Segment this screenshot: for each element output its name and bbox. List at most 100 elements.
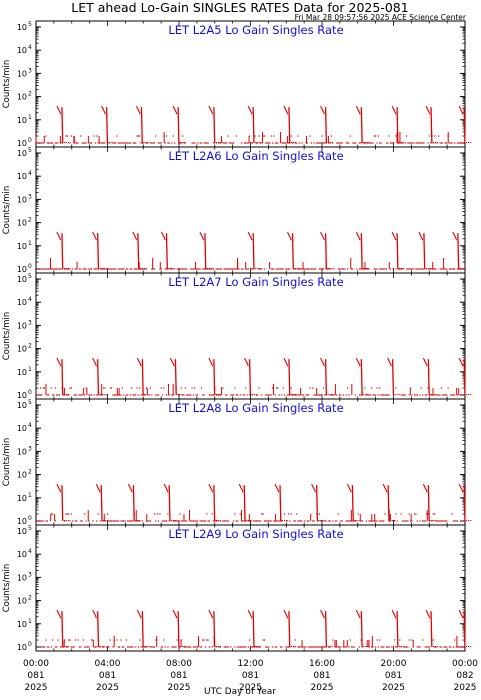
- data-point: [216, 394, 219, 396]
- data-point: [263, 268, 266, 270]
- data-point: [243, 142, 245, 144]
- data-point: [258, 520, 260, 522]
- data-point: [397, 142, 400, 144]
- data-point: [46, 142, 48, 144]
- data-point: [111, 387, 113, 389]
- data-point: [446, 268, 448, 270]
- data-point: [432, 513, 434, 515]
- data-point: [452, 268, 455, 270]
- data-point: [455, 520, 457, 522]
- data-point: [226, 142, 228, 144]
- data-point: [257, 142, 259, 144]
- data-point: [346, 142, 349, 144]
- y-tick-exponent: 1: [28, 240, 32, 247]
- burst-tail: [95, 483, 101, 493]
- data-point: [422, 639, 424, 641]
- data-point: [261, 394, 263, 396]
- data-point: [381, 520, 384, 522]
- burst-spike: [324, 359, 328, 396]
- data-point: [377, 135, 379, 137]
- data-point: [41, 268, 43, 270]
- data-point: [224, 268, 227, 270]
- data-point: [45, 639, 47, 641]
- data-point: [106, 268, 109, 270]
- data-point: [203, 639, 205, 641]
- data-point: [318, 513, 321, 515]
- data-point: [448, 268, 451, 270]
- data-point: [450, 142, 452, 144]
- data-point: [144, 394, 146, 396]
- data-point: [202, 520, 204, 522]
- data-point: [332, 394, 334, 396]
- data-point: [184, 646, 186, 648]
- data-point: [140, 646, 142, 648]
- data-point: [137, 520, 139, 522]
- data-point: [254, 520, 256, 522]
- burst-spike: [387, 485, 390, 522]
- data-point: [135, 394, 137, 396]
- data-point: [194, 268, 196, 270]
- data-point: [458, 268, 460, 270]
- burst-tail: [320, 105, 325, 115]
- data-point: [259, 646, 261, 648]
- burst-tail: [127, 483, 133, 493]
- data-point: [452, 646, 455, 648]
- data-point: [446, 646, 448, 648]
- data-point: [80, 646, 82, 648]
- data-point: [443, 394, 445, 396]
- data-point: [468, 394, 470, 396]
- data-point: [127, 268, 129, 270]
- data-point: [308, 646, 310, 648]
- data-point: [273, 268, 275, 270]
- y-tick-label: 10: [17, 195, 27, 204]
- data-point: [375, 268, 377, 270]
- data-point: [96, 268, 98, 270]
- data-point: [222, 142, 224, 144]
- data-point: [365, 520, 367, 522]
- data-point: [426, 513, 428, 515]
- y-tick-label: 10: [17, 494, 27, 503]
- data-point: [337, 142, 339, 144]
- data-point: [80, 520, 82, 522]
- data-point: [194, 142, 196, 144]
- data-point: [155, 520, 157, 522]
- data-point: [369, 142, 371, 144]
- data-point: [301, 520, 303, 522]
- data-point: [434, 646, 436, 648]
- burst-tail: [287, 231, 292, 241]
- y-tick-label: 10: [17, 116, 27, 125]
- data-point: [128, 142, 130, 144]
- burst-spike: [252, 107, 255, 144]
- data-point: [390, 520, 392, 522]
- data-point: [141, 646, 144, 648]
- data-point: [45, 520, 47, 522]
- data-point: [183, 394, 185, 396]
- data-point: [296, 268, 298, 270]
- data-point: [269, 394, 271, 396]
- data-point: [422, 268, 424, 270]
- data-point: [331, 268, 333, 270]
- data-point: [266, 142, 268, 144]
- data-point: [73, 394, 75, 396]
- data-point: [224, 142, 227, 144]
- data-point: [105, 394, 107, 396]
- data-point: [135, 520, 137, 522]
- data-point: [101, 646, 103, 648]
- data-point: [120, 394, 122, 396]
- data-point: [159, 142, 161, 144]
- data-point: [86, 646, 89, 648]
- data-point: [69, 142, 71, 144]
- data-point: [227, 520, 229, 522]
- data-point: [171, 268, 173, 270]
- data-point: [263, 135, 266, 137]
- burst-spike: [360, 107, 363, 144]
- data-point: [113, 394, 115, 396]
- data-series: [38, 609, 472, 648]
- data-point: [137, 646, 140, 648]
- data-point: [340, 394, 342, 396]
- data-point: [133, 268, 136, 270]
- x-axis: 00:00 081 2025 04:00 081 2025 08:00 081 2025 12:0…: [23, 659, 478, 693]
- data-point: [468, 646, 470, 648]
- data-point: [470, 520, 472, 522]
- data-point: [399, 639, 401, 641]
